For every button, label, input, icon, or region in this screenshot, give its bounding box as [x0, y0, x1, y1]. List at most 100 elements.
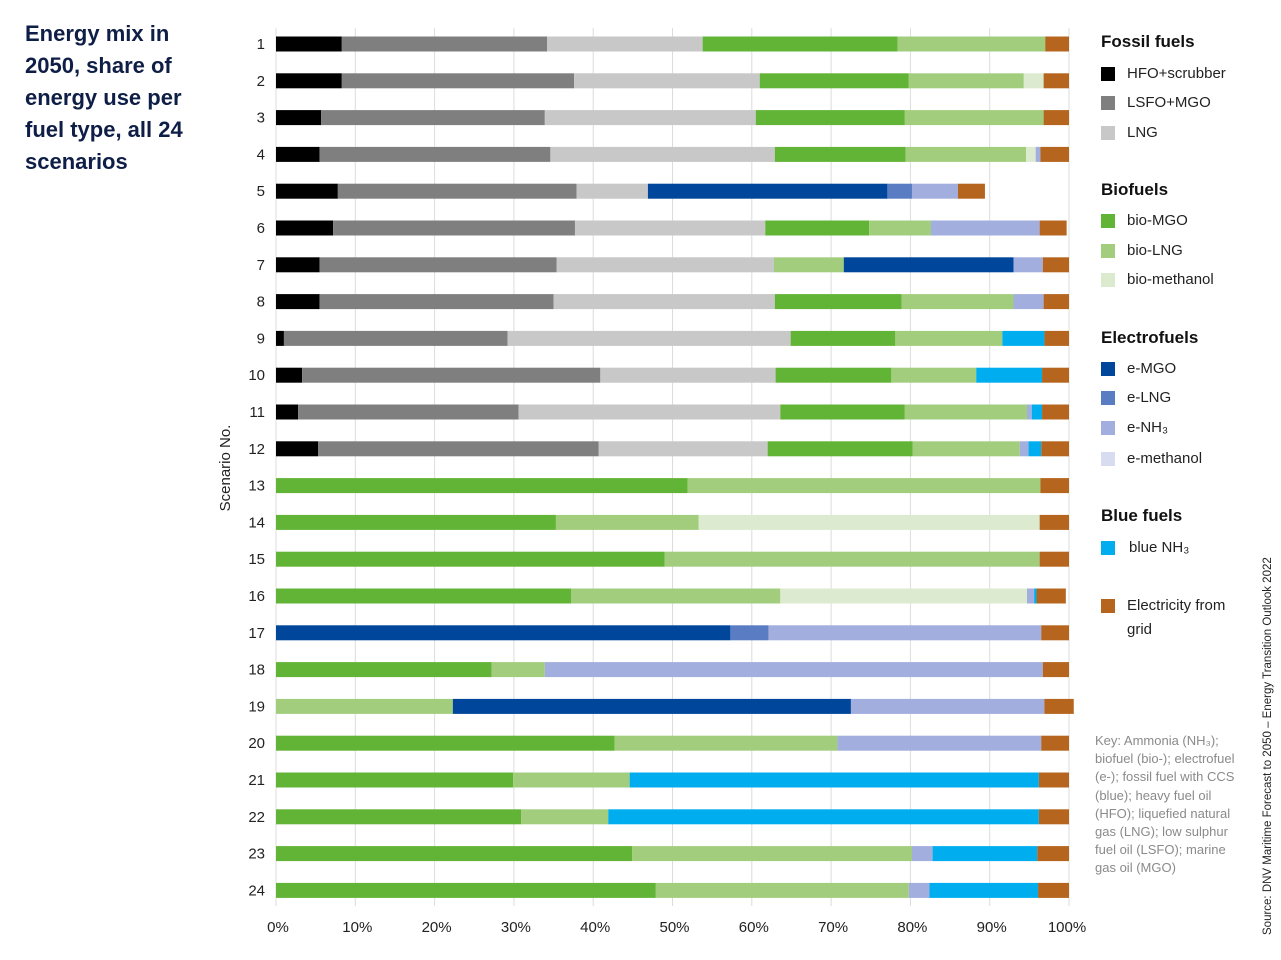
bar-segment	[341, 36, 548, 52]
bar-segment	[319, 294, 554, 310]
legend-swatch-lng	[1101, 126, 1115, 140]
bar-segment	[321, 110, 545, 126]
bar-segment	[276, 110, 322, 126]
x-tick-label: 100%	[1048, 919, 1086, 936]
bar-segment	[276, 73, 342, 89]
bar-segment	[570, 588, 781, 604]
stacked-bar-chart: 123456789101112131415161718192021222324 …	[217, 28, 1086, 936]
bar-segment	[544, 110, 756, 126]
bar-segment	[283, 330, 508, 346]
bar-segment	[452, 698, 851, 714]
bar-segment	[276, 478, 688, 494]
bar-segment	[655, 882, 909, 898]
legend-swatch-e-lng	[1101, 391, 1115, 405]
y-tick-label: 22	[248, 809, 265, 826]
bar-segment	[1026, 404, 1032, 420]
bar-segment	[775, 367, 892, 383]
chart-title: Energy mix in 2050, share of energy use …	[25, 21, 183, 174]
y-tick-label: 2	[257, 73, 265, 90]
bar-segment	[319, 146, 551, 162]
bar-segment	[547, 36, 703, 52]
legend-swatch-blue-nh3	[1101, 541, 1115, 555]
bar-segment	[774, 294, 902, 310]
bar-segment	[1039, 551, 1069, 567]
bar-segment	[1042, 404, 1069, 420]
source-note: Source: DNV Maritime Forecast to 2050 – …	[1262, 557, 1274, 935]
key-note: Key: Ammonia (NH₃); biofuel (bio-); elec…	[1095, 733, 1235, 876]
bar-segment	[1038, 882, 1069, 898]
bar-segment	[1038, 772, 1069, 788]
y-tick-label: 3	[257, 110, 265, 127]
bar-segment	[276, 698, 453, 714]
bar-segment	[298, 404, 519, 420]
y-tick-label: 14	[248, 514, 265, 531]
bar-segment	[837, 735, 1042, 751]
bar-segment	[901, 294, 1014, 310]
bar-segment	[276, 625, 731, 641]
bar-segment	[647, 183, 888, 199]
bar-segment	[1042, 662, 1069, 678]
bar-segment	[911, 183, 958, 199]
bar-segment	[550, 146, 775, 162]
legend-label-hfo-scrubber: HFO+scrubber	[1127, 65, 1226, 82]
bar-segment	[276, 36, 342, 52]
legend-swatch-e-mgo	[1101, 362, 1115, 376]
bar-segment	[1043, 294, 1069, 310]
bar-segment	[319, 257, 557, 273]
bar-segment	[614, 735, 838, 751]
y-tick-label: 15	[248, 551, 265, 568]
bar-segment	[790, 330, 896, 346]
y-tick-label: 11	[249, 404, 265, 421]
bar-segment	[1037, 846, 1069, 862]
y-tick-label: 17	[248, 625, 265, 642]
x-tick-label: 60%	[739, 919, 769, 936]
legend-swatch-hfo-scrubber	[1101, 67, 1115, 81]
bar-segment	[276, 735, 615, 751]
bar-segment	[555, 514, 699, 530]
bar-segment	[904, 110, 1044, 126]
bar-segment	[1039, 220, 1067, 236]
bar-segment	[1031, 404, 1043, 420]
legend-swatch-electricity	[1101, 599, 1115, 613]
bar-segment	[1034, 588, 1037, 604]
bar-segment	[276, 367, 303, 383]
bar-segment	[276, 257, 320, 273]
y-tick-label: 23	[248, 846, 265, 863]
bar-segment	[1045, 36, 1069, 52]
bar-segment	[664, 551, 1040, 567]
bar-segment	[891, 367, 977, 383]
legend-blue-title: Blue fuels	[1101, 506, 1183, 525]
bar-segment	[895, 330, 1003, 346]
bar-segment	[1036, 588, 1066, 604]
legend-label-bio-lng: bio-LNG	[1127, 242, 1183, 259]
y-tick-label: 1	[257, 36, 265, 53]
bar-segment	[887, 183, 912, 199]
bar-segment	[276, 514, 556, 530]
legend-label-lng: LNG	[1127, 124, 1158, 141]
bar-segment	[1028, 441, 1042, 457]
bar-segment	[768, 625, 1042, 641]
legend-label-bio-mgo: bio-MGO	[1127, 212, 1188, 229]
bar-segment	[1042, 367, 1069, 383]
x-tick-label: 50%	[659, 919, 689, 936]
y-tick-label: 4	[257, 146, 265, 163]
x-tick-labels: 0% 10% 20% 30% 40% 50% 60% 70% 80% 90% 100%	[267, 919, 1086, 936]
bar-segment	[774, 257, 844, 273]
bar-segment	[276, 809, 522, 825]
legend-fossil-title: Fossil fuels	[1101, 32, 1195, 51]
bar-segment	[302, 367, 601, 383]
x-tick-label: 70%	[818, 919, 848, 936]
bar-segment	[767, 441, 913, 457]
legend-label-electricity: Electricity from grid	[1127, 597, 1226, 638]
y-tick-label: 13	[248, 478, 265, 495]
y-tick-label: 19	[248, 698, 265, 715]
bar-segment	[780, 588, 1027, 604]
bar-segment	[1023, 73, 1044, 89]
bar-segment	[276, 404, 299, 420]
bar-segment	[929, 882, 1039, 898]
bars-layer	[276, 36, 1074, 898]
x-tick-label: 30%	[501, 919, 531, 936]
legend-label-lsfo-mgo: LSFO+MGO	[1127, 94, 1211, 111]
bar-segment	[276, 183, 338, 199]
